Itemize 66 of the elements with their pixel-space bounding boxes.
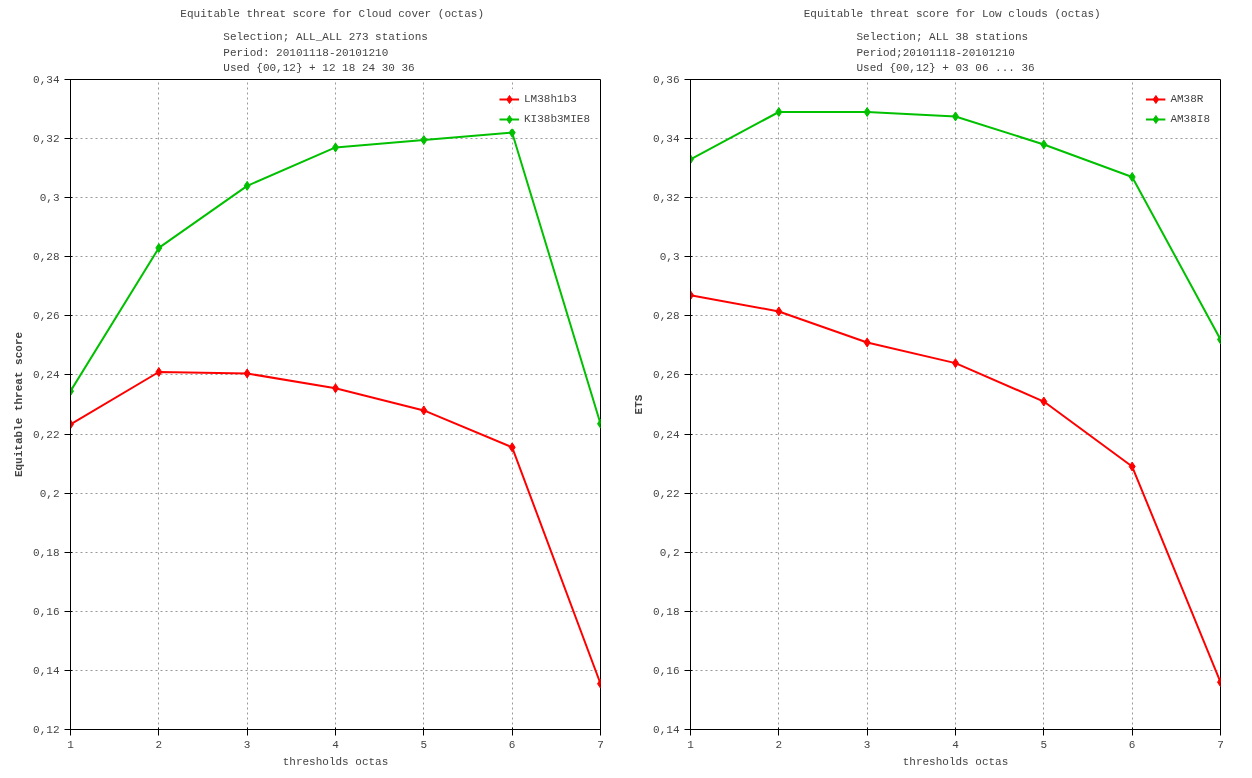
point [508,442,516,453]
x-tick-label: 2 [155,738,163,751]
x-tick-label: 3 [243,738,251,751]
x-tick-label: 1 [687,738,695,751]
y-tick-label: 0,3 [39,192,60,205]
y-tick-label: 0,34 [33,74,60,86]
point [508,127,516,138]
y-tick-label: 0,22 [33,428,60,441]
x-tick-label: 5 [1040,738,1048,751]
y-tick-label: 0,36 [653,74,680,86]
x-tick-label: 1 [67,738,75,751]
y-tick-label: 0,14 [653,724,680,736]
y-tick-label: 0,3 [659,251,680,264]
legend-label: LM38h1b3 [523,93,577,105]
y-axis-title: Equitable threat score [13,331,26,478]
point [243,368,251,379]
y-tick-label: 0,24 [33,369,60,382]
point [863,337,871,348]
point [1128,461,1136,472]
y-tick-label: 0,2 [39,487,60,500]
point [1040,396,1048,407]
point [420,405,428,416]
y-tick-label: 0,26 [653,369,680,382]
point [243,180,251,191]
point [420,135,428,146]
x-tick-label: 4 [332,738,340,751]
legend-label: AM38R [1170,93,1204,105]
x-tick-label: 6 [508,738,516,751]
point [1040,139,1048,150]
point [775,306,783,317]
x-tick-label: 3 [863,738,871,751]
x-tick-label: 4 [952,738,960,751]
y-tick-label: 0,16 [653,664,680,677]
y-tick-label: 0,32 [653,192,680,205]
y-tick-label: 0,16 [33,605,60,618]
y-tick-label: 0,18 [653,605,680,618]
y-tick-label: 0,28 [653,310,680,323]
y-tick-label: 0,18 [33,546,60,559]
legend-label: KI38b3MIE8 [523,113,590,125]
y-tick-label: 0,34 [653,133,680,146]
x-tick-label: 7 [1217,738,1224,751]
legend-label: AM38I8 [1170,113,1210,125]
point [775,107,783,117]
y-tick-label: 0,28 [33,251,60,264]
y-tick-label: 0,32 [33,133,60,146]
y-axis-title: ETS [633,394,646,415]
point [1128,172,1136,182]
y-tick-label: 0,14 [33,664,60,677]
chart-title: Equitable threat score for Cloud cover (octas) [180,7,485,20]
y-tick-label: 0,26 [33,310,60,323]
x-tick-label: 2 [775,738,783,751]
chart-title: Equitable threat score for Low clouds (octas) [803,7,1101,20]
y-tick-label: 0,2 [659,546,680,559]
chart-subtitle: Selection; ALL_ALL 273 stations Period: 20101118-20101210 Used {00,12} + 12 18 24 30 36 [223,31,428,75]
x-axis-title: thresholds octas [282,755,389,768]
y-tick-label: 0,22 [653,487,680,500]
y-tick-label: 0,12 [33,724,60,736]
chart-subtitle: Selection; ALL 38 stations Period;20101118-20101210 Used {00,12} + 03 06 ... 36 [856,31,1035,75]
x-tick-label: 7 [597,738,604,751]
point [155,242,163,253]
x-tick-label: 6 [1128,738,1136,751]
x-tick-label: 5 [420,738,428,751]
y-tick-label: 0,24 [653,428,680,441]
point [155,367,163,377]
x-axis-title: thresholds octas [902,755,1009,768]
point [863,107,871,117]
